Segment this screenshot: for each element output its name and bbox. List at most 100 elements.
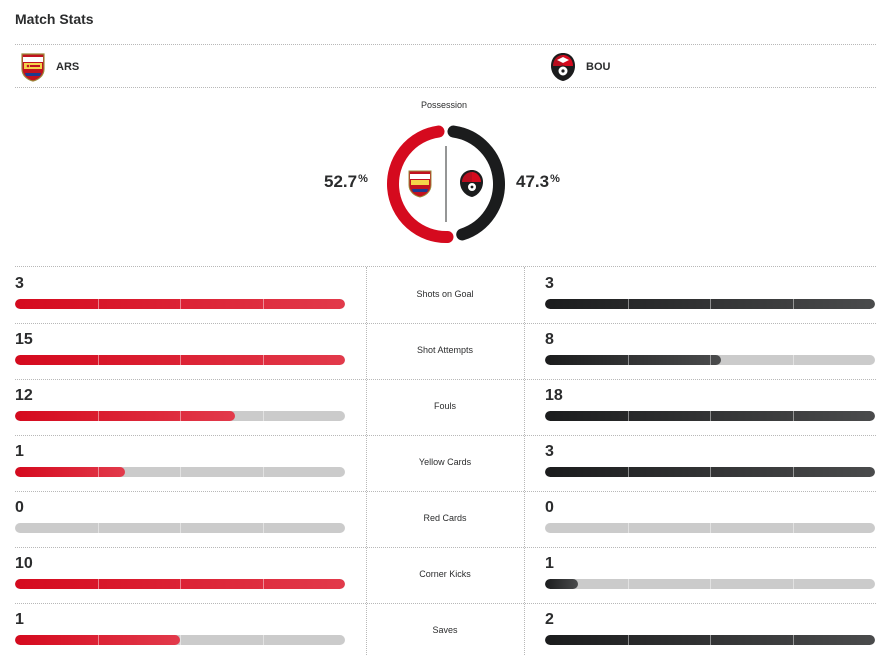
- home-stat-bar-fill: [15, 411, 236, 421]
- divider: [15, 603, 876, 604]
- stat-label: Saves: [432, 625, 458, 635]
- bar-segment-divider: [627, 355, 629, 365]
- home-stat-value: 10: [15, 555, 33, 572]
- arsenal-crest-icon: [408, 170, 432, 198]
- away-stat-bar-fill: [545, 635, 875, 645]
- home-stat-bar-fill: [15, 355, 345, 365]
- stat-row: 1 2 Saves: [0, 603, 887, 655]
- away-stat-value: 18: [545, 387, 563, 404]
- away-stat-value: 3: [545, 443, 554, 460]
- away-possession-value: 47.3%: [516, 172, 560, 191]
- away-stat-value: 1: [545, 555, 554, 572]
- home-stat-bar: [15, 579, 345, 589]
- home-stat-value: 3: [15, 275, 24, 292]
- away-stat-bar: [545, 411, 875, 421]
- stat-label: Shots on Goal: [416, 289, 474, 299]
- stat-row: 10 1 Corner Kicks: [0, 547, 887, 603]
- away-stat-value: 0: [545, 499, 554, 516]
- away-stat-bar-fill: [545, 411, 875, 421]
- bar-segment-divider: [180, 299, 181, 309]
- bar-segment-divider: [262, 635, 264, 645]
- home-stat-bar-fill: [15, 635, 180, 645]
- bar-segment-divider: [627, 411, 629, 421]
- bar-segment-divider: [710, 579, 711, 589]
- away-stat-bar: [545, 355, 875, 365]
- home-stat-bar-fill: [15, 299, 345, 309]
- home-stat-bar-fill: [15, 579, 345, 589]
- home-stat-bar: [15, 411, 345, 421]
- divider: [15, 266, 876, 267]
- home-stat-value: 12: [15, 387, 33, 404]
- bournemouth-crest-icon: [460, 170, 483, 197]
- away-stat-bar-fill: [545, 579, 578, 589]
- bar-segment-divider: [627, 467, 629, 477]
- bar-segment-divider: [97, 299, 99, 309]
- divider: [15, 44, 876, 45]
- divider: [15, 323, 876, 324]
- stat-label: Corner Kicks: [419, 569, 471, 579]
- away-team-abbr: BOU: [586, 61, 611, 73]
- column-divider: [366, 267, 367, 655]
- bar-segment-divider: [180, 579, 181, 589]
- bar-segment-divider: [180, 411, 181, 421]
- home-stat-bar: [15, 523, 345, 533]
- home-stat-value: 1: [15, 443, 24, 460]
- column-divider: [524, 267, 525, 655]
- bar-segment-divider: [710, 411, 711, 421]
- bar-segment-divider: [792, 523, 794, 533]
- bar-segment-divider: [792, 355, 794, 365]
- bar-segment-divider: [710, 355, 711, 365]
- bar-segment-divider: [627, 579, 629, 589]
- home-possession-value: 52.7%: [324, 172, 368, 191]
- away-team[interactable]: BOU: [548, 52, 610, 82]
- away-stat-bar: [545, 523, 875, 533]
- bar-segment-divider: [792, 579, 794, 589]
- bar-segment-divider: [710, 523, 711, 533]
- bar-segment-divider: [792, 635, 794, 645]
- home-team-abbr: ARS: [56, 61, 80, 73]
- bar-segment-divider: [97, 355, 99, 365]
- bar-segment-divider: [262, 299, 264, 309]
- away-stat-bar: [545, 635, 875, 645]
- bar-segment-divider: [97, 411, 99, 421]
- stat-label: Shot Attempts: [416, 345, 474, 355]
- bar-segment-divider: [627, 635, 629, 645]
- stat-row: 3 3 Shots on Goal: [0, 267, 887, 323]
- bar-segment-divider: [97, 635, 99, 645]
- divider: [15, 379, 876, 380]
- bar-segment-divider: [627, 523, 629, 533]
- home-possession-arc: [387, 125, 454, 243]
- away-stat-bar: [545, 579, 875, 589]
- possession-label: Possession: [420, 100, 468, 110]
- divider: [15, 547, 876, 548]
- possession-donut-chart: [387, 125, 505, 243]
- bar-segment-divider: [97, 523, 99, 533]
- away-stat-bar-fill: [545, 467, 875, 477]
- bar-segment-divider: [262, 467, 264, 477]
- stat-label: Yellow Cards: [418, 457, 472, 467]
- bar-segment-divider: [262, 355, 264, 365]
- away-stat-value: 3: [545, 275, 554, 292]
- home-team[interactable]: ARS: [18, 52, 79, 82]
- bar-segment-divider: [97, 467, 99, 477]
- stat-row: 1 3 Yellow Cards: [0, 435, 887, 491]
- stat-row: 0 0 Red Cards: [0, 491, 887, 547]
- stat-row: 12 18 Fouls: [0, 379, 887, 435]
- away-possession-arc: [447, 125, 505, 241]
- bar-segment-divider: [262, 523, 264, 533]
- divider: [15, 87, 876, 88]
- away-stat-bar-fill: [545, 355, 721, 365]
- divider: [15, 491, 876, 492]
- stat-row: 15 8 Shot Attempts: [0, 323, 887, 379]
- away-stat-value: 8: [545, 331, 554, 348]
- arsenal-crest-icon: [18, 52, 48, 82]
- home-stat-value: 0: [15, 499, 24, 516]
- bar-segment-divider: [180, 467, 181, 477]
- home-stat-bar: [15, 467, 345, 477]
- home-stat-bar-fill: [15, 467, 125, 477]
- bar-segment-divider: [792, 467, 794, 477]
- bar-segment-divider: [180, 355, 181, 365]
- bar-segment-divider: [710, 635, 711, 645]
- home-stat-value: 15: [15, 331, 33, 348]
- away-stat-bar: [545, 299, 875, 309]
